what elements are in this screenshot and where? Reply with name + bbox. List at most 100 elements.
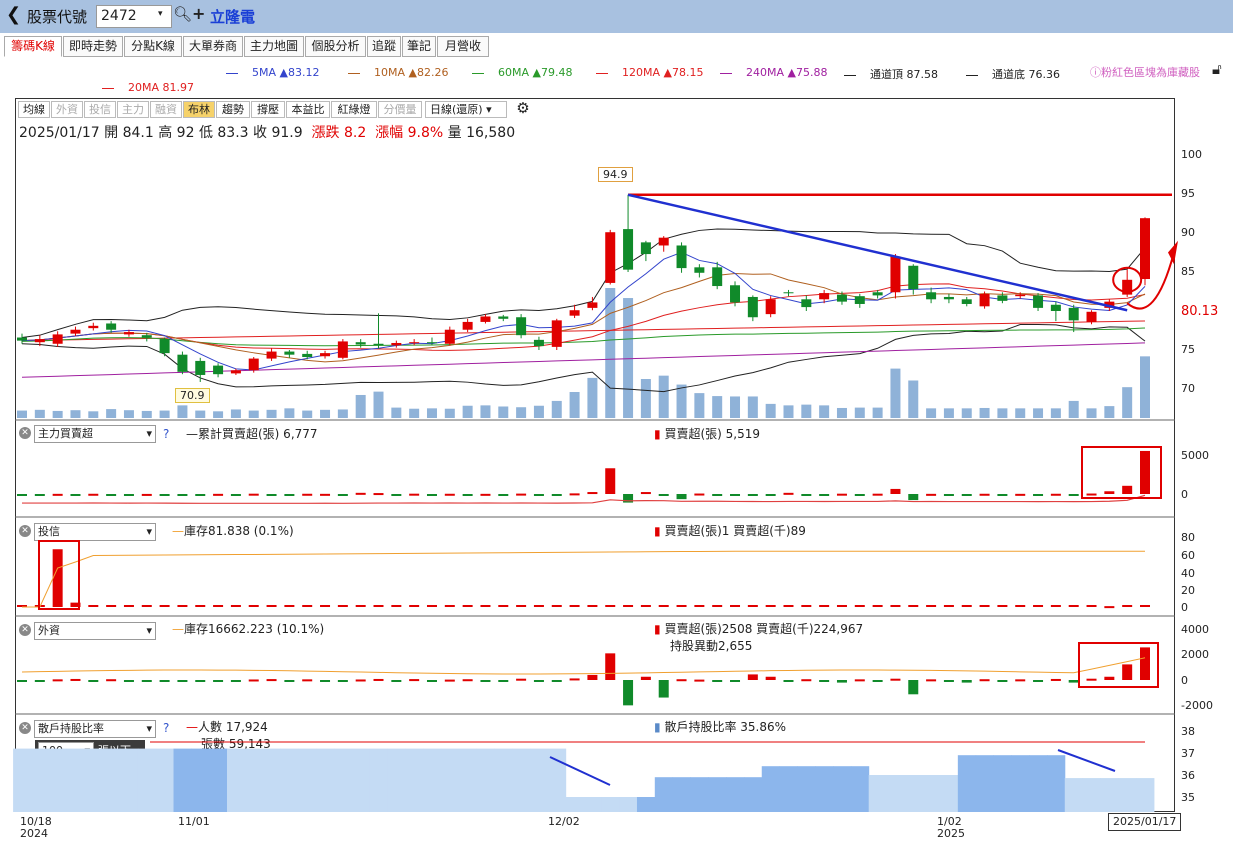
tab-branch-kline[interactable]: 分點K線	[124, 36, 182, 57]
trust-select[interactable]: 投信 ▾	[34, 523, 156, 541]
trust-bar	[302, 605, 313, 607]
tab-monthly-revenue[interactable]: 月營收	[437, 36, 489, 57]
volume-bar	[569, 392, 580, 418]
stock-code-input[interactable]: 2472	[96, 5, 172, 28]
trust-bar	[801, 605, 812, 607]
up-arrow	[1126, 248, 1176, 310]
close-icon[interactable]: ✕	[19, 427, 31, 439]
close-icon[interactable]: ✕	[19, 525, 31, 537]
ma-legend-10: 10MA ▲82.26	[348, 66, 448, 79]
foreign-select[interactable]: 外資 ▾	[34, 622, 156, 640]
period-select[interactable]: 日線(還原) ▾	[425, 101, 507, 118]
sub2-tick: 80	[1181, 531, 1195, 544]
volume-bar	[516, 407, 527, 418]
toolbar-foreign-button[interactable]: 外資	[51, 101, 83, 118]
chevron-down-icon[interactable]: ▾	[158, 9, 163, 19]
foreign-bar	[605, 653, 616, 680]
toolbar-margin-button[interactable]: 融資	[150, 101, 182, 118]
volume-bar	[979, 407, 990, 418]
main-force-select[interactable]: 主力買賣超 ▾	[34, 425, 156, 443]
trust-bar	[694, 605, 705, 607]
retail-ratio-area	[226, 748, 246, 812]
foreign-bar	[141, 680, 152, 682]
stock-code-label: 股票代號	[27, 8, 88, 26]
foreign-bar	[730, 680, 741, 682]
main-force-bar	[480, 493, 491, 496]
candle-body	[480, 316, 491, 322]
tab-chip-kline[interactable]: 籌碼K線	[4, 36, 62, 57]
trust-bar	[320, 605, 331, 607]
tab-notes[interactable]: 筆記	[402, 36, 436, 57]
candle-body	[676, 245, 687, 269]
search-icon[interactable]: 🔍︎	[173, 5, 193, 23]
trust-bar	[52, 549, 63, 607]
main-force-bar	[498, 494, 509, 496]
toolbar-ma-button[interactable]: 均線	[18, 101, 50, 118]
candle-body	[730, 285, 741, 303]
candle-body	[141, 335, 152, 338]
candle-body	[391, 342, 402, 346]
volume-bar	[123, 410, 134, 418]
candle-body	[320, 353, 331, 357]
volume-bar	[1068, 400, 1079, 418]
close-icon[interactable]: ✕	[19, 722, 31, 734]
toolbar-main-button[interactable]: 主力	[117, 101, 149, 118]
foreign-bar	[783, 680, 794, 682]
toolbar-traffic-button[interactable]: 紅綠燈	[331, 101, 377, 118]
sub3-tick: 4000	[1181, 623, 1209, 636]
trust-bar	[88, 605, 99, 607]
toolbar-price-volume-button[interactable]: 分價量	[378, 101, 422, 118]
volume-bar	[1140, 356, 1150, 418]
toolbar-bollinger-button[interactable]: 布林	[183, 101, 215, 118]
gear-icon[interactable]: ⚙	[513, 101, 533, 118]
toolbar-trust-button[interactable]: 投信	[84, 101, 116, 118]
retail-ratio-area	[743, 777, 763, 812]
current-date-tick: 2025/01/17	[1108, 813, 1182, 831]
x-tick: 11/01	[178, 815, 210, 828]
ma-legend-120: 120MA ▲78.15	[596, 66, 703, 79]
tab-big-broker[interactable]: 大單券商	[183, 36, 243, 57]
foreign-bar	[284, 680, 295, 682]
main-force-bar	[462, 494, 473, 496]
candle-body	[551, 320, 562, 347]
tab-main-map[interactable]: 主力地圖	[244, 36, 304, 57]
retail-select[interactable]: 散戶持股比率 ▾	[34, 720, 156, 738]
trust-bar	[747, 605, 758, 607]
candle-body	[462, 321, 473, 330]
foreign-bar	[248, 679, 259, 682]
tab-realtime[interactable]: 即時走勢	[63, 36, 123, 57]
candle-body	[533, 339, 544, 347]
add-icon[interactable]: +	[192, 4, 206, 23]
candle-body	[498, 316, 509, 319]
retail-ratio-area	[940, 775, 959, 812]
close-icon[interactable]: ✕	[19, 624, 31, 636]
candle-body	[426, 342, 437, 344]
retail-ratio-area	[66, 748, 85, 812]
toolbar-pe-button[interactable]: 本益比	[286, 101, 330, 118]
highlight-box	[1081, 446, 1162, 499]
retail-ratio-area	[957, 755, 977, 812]
tab-analysis[interactable]: 個股分析	[305, 36, 366, 57]
sub2-tick: 60	[1181, 549, 1195, 562]
foreign-bar	[765, 676, 776, 680]
main-force-cumulative-line	[21, 494, 1146, 504]
back-arrow-icon[interactable]: ❮	[6, 4, 22, 25]
trust-bar	[587, 605, 598, 607]
help-icon[interactable]: ?	[163, 721, 170, 735]
help-icon[interactable]: ?	[163, 427, 170, 441]
foreign-bar	[123, 680, 134, 682]
main-force-bar	[890, 488, 901, 494]
main-force-bar	[337, 494, 348, 496]
foreign-bar	[1068, 680, 1079, 683]
tab-track[interactable]: 追蹤	[367, 36, 401, 57]
trust-bar	[1140, 605, 1150, 607]
toolbar-trend-button[interactable]: 趨勢	[216, 101, 250, 118]
volume-bar	[819, 405, 830, 418]
trust-bar	[426, 605, 437, 607]
toolbar-support-button[interactable]: 撐壓	[251, 101, 285, 118]
low-annotation: 70.9	[175, 388, 210, 403]
lock-icon[interactable]: 🔓︎	[1212, 60, 1222, 78]
ma20-line	[21, 283, 1146, 351]
retail-ratio-area	[975, 755, 994, 812]
candle-body	[819, 293, 830, 300]
